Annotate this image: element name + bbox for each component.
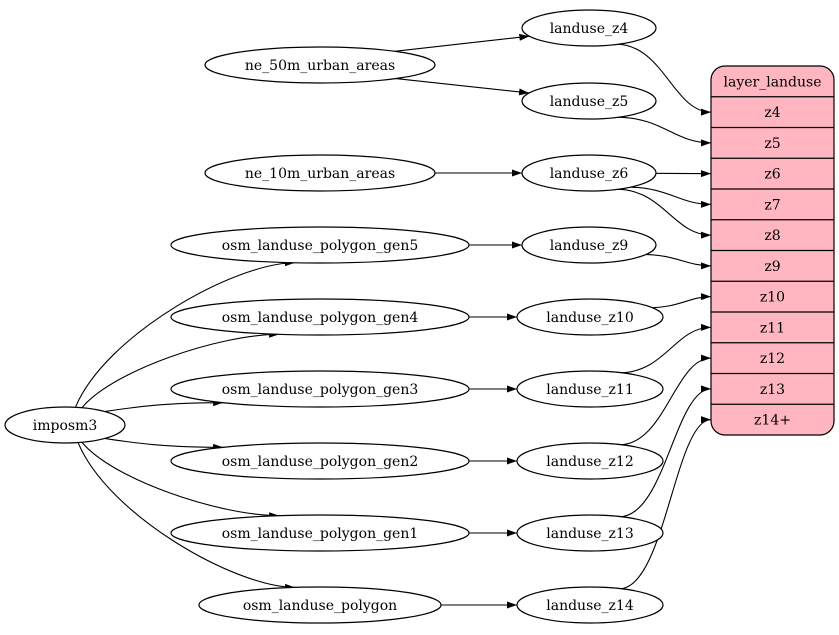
node-label: ne_10m_urban_areas xyxy=(245,166,395,182)
edge-landuse-z10-to-layer-landuse-z10 xyxy=(647,293,712,309)
node-ellipse xyxy=(521,226,657,264)
node-label: imposm3 xyxy=(33,418,98,434)
node-landuse-z5: landuse_z5 xyxy=(521,82,657,120)
node-label: osm_landuse_polygon xyxy=(243,598,397,614)
record-field-z6: z6 xyxy=(764,167,780,183)
edge-imposm3-to-osm-landuse-polygon-gen4 xyxy=(81,330,280,409)
node-ellipse xyxy=(521,82,657,120)
node-osm-landuse-polygon: osm_landuse_polygon xyxy=(198,586,442,624)
node-ellipse xyxy=(521,9,657,47)
node-ellipse xyxy=(170,226,470,264)
record-field-z13: z13 xyxy=(760,382,785,398)
edge-imposm3-to-osm-landuse-polygon-gen5 xyxy=(74,259,295,408)
record-field-z12: z12 xyxy=(760,351,785,367)
edge-landuse-z6-to-layer-landuse-z8 xyxy=(615,188,712,239)
node-label: osm_landuse_polygon_gen2 xyxy=(222,454,419,470)
node-label: landuse_z12 xyxy=(546,454,633,470)
edge-imposm3-to-osm-landuse-polygon-gen3 xyxy=(104,399,224,413)
node-ellipse xyxy=(204,154,436,192)
edge-ne-50m-urban-areas-to-landuse-z5 xyxy=(395,77,530,96)
record-field-z11: z11 xyxy=(760,320,785,336)
node-ellipse xyxy=(516,442,664,480)
record-field-z8: z8 xyxy=(764,228,780,244)
node-osm-landuse-polygon-gen3: osm_landuse_polygon_gen3 xyxy=(170,370,470,408)
node-label: landuse_z4 xyxy=(550,21,629,37)
node-osm-landuse-polygon-gen1: osm_landuse_polygon_gen1 xyxy=(170,514,470,552)
node-ellipse xyxy=(170,298,470,336)
node-label: osm_landuse_polygon_gen5 xyxy=(222,238,419,254)
node-ellipse xyxy=(516,370,664,408)
record-field-z5: z5 xyxy=(764,136,780,152)
node-ellipse xyxy=(170,370,470,408)
edges xyxy=(74,33,712,609)
edge-imposm3-to-osm-landuse-polygon-gen2 xyxy=(104,437,224,451)
edge-landuse-z14-to-layer-landuse-z14- xyxy=(619,416,712,590)
node-label: landuse_z5 xyxy=(550,94,629,110)
node-label: landuse_z9 xyxy=(550,238,629,254)
node-label: osm_landuse_polygon_gen1 xyxy=(222,526,419,542)
node-osm-landuse-polygon-gen4: osm_landuse_polygon_gen4 xyxy=(170,298,470,336)
node-landuse-z14: landuse_z14 xyxy=(516,586,664,624)
node-label: landuse_z11 xyxy=(546,382,633,398)
node-label: landuse_z6 xyxy=(550,166,629,182)
edge-imposm3-to-osm-landuse-polygon-gen1 xyxy=(81,441,280,520)
node-landuse-z11: landuse_z11 xyxy=(516,370,664,408)
edge-landuse-z13-to-layer-landuse-z13 xyxy=(619,385,712,518)
record-title: layer_landuse xyxy=(724,74,822,90)
edge-landuse-z12-to-layer-landuse-z12 xyxy=(619,354,712,446)
edge-landuse-z6-to-layer-landuse-z7 xyxy=(627,186,712,208)
node-osm-landuse-polygon-gen5: osm_landuse_polygon_gen5 xyxy=(170,226,470,264)
node-ellipse xyxy=(516,514,664,552)
node-label: landuse_z14 xyxy=(546,598,634,614)
node-ellipse xyxy=(516,298,664,336)
node-imposm3: imposm3 xyxy=(4,406,126,444)
edge-landuse-z5-to-layer-landuse-z5 xyxy=(615,116,712,147)
node-osm-landuse-polygon-gen2: osm_landuse_polygon_gen2 xyxy=(170,442,470,480)
node-label: ne_50m_urban_areas xyxy=(245,58,395,74)
edge-ne-50m-urban-areas-to-landuse-z4 xyxy=(394,33,530,52)
edge-imposm3-to-osm-landuse-polygon xyxy=(77,442,296,591)
node-landuse-z4: landuse_z4 xyxy=(521,9,657,47)
edge-landuse-z9-to-layer-landuse-z9 xyxy=(641,253,712,270)
record-field-z7: z7 xyxy=(764,197,780,213)
edge-landuse-z11-to-layer-landuse-z11 xyxy=(619,323,712,374)
layer-landuse-record: layer_landuse z4 z5 z6 z7 z8 z9 z10 z11 z12 z13 z14… xyxy=(710,65,835,436)
record-field-z14-plus: z14+ xyxy=(754,413,791,429)
node-ellipse xyxy=(4,406,126,444)
node-label: landuse_z13 xyxy=(546,526,633,542)
nodes: ne_50m_urban_areas ne_10m_urban_areasimpo… xyxy=(4,9,664,624)
node-landuse-z10: landuse_z10 xyxy=(516,298,664,336)
node-ellipse xyxy=(204,46,436,84)
record-field-z4: z4 xyxy=(764,105,780,121)
node-landuse-z9: landuse_z9 xyxy=(521,226,657,264)
node-landuse-z12: landuse_z12 xyxy=(516,442,664,480)
node-ne-50m-urban-areas: ne_50m_urban_areas xyxy=(204,46,436,84)
node-ellipse xyxy=(170,442,470,480)
edge-landuse-z4-to-layer-landuse-z4 xyxy=(615,43,712,116)
node-landuse-z13: landuse_z13 xyxy=(516,514,664,552)
node-landuse-z6: landuse_z6 xyxy=(521,154,657,192)
node-ellipse xyxy=(521,154,657,192)
node-label: landuse_z10 xyxy=(546,310,633,326)
node-ellipse xyxy=(198,586,442,624)
node-ne-10m-urban-areas: ne_10m_urban_areas xyxy=(204,154,436,192)
node-label: osm_landuse_polygon_gen4 xyxy=(222,310,419,326)
node-label: osm_landuse_polygon_gen3 xyxy=(222,382,419,398)
node-ellipse xyxy=(170,514,470,552)
node-ellipse xyxy=(516,586,664,624)
record-field-z9: z9 xyxy=(764,259,780,275)
record-field-z10: z10 xyxy=(760,290,785,306)
